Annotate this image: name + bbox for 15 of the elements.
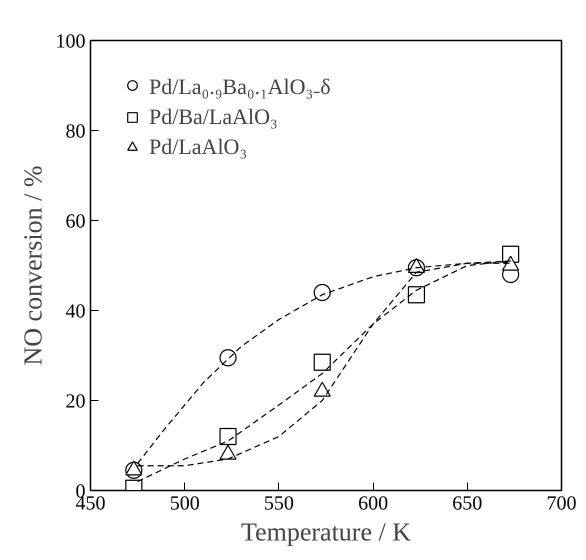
- x-tick-label: 600: [358, 492, 388, 514]
- x-tick-label: 500: [170, 492, 200, 514]
- x-tick-label: 550: [264, 492, 294, 514]
- y-tick-label: 20: [66, 390, 86, 412]
- legend-label: Pd/LaAlO₃: [149, 134, 248, 160]
- x-tick-label: 650: [452, 492, 482, 514]
- y-tick-label: 100: [56, 30, 86, 52]
- x-axis-title: Temperature / K: [241, 518, 412, 546]
- y-tick-label: 60: [66, 210, 86, 232]
- legend-label: Pd/La₀.₉Ba₀.₁AlO₃₋δ: [149, 73, 331, 100]
- y-tick-label: 40: [66, 300, 86, 322]
- y-axis-title: NO conversion / %: [18, 165, 48, 366]
- y-tick-label: 80: [66, 120, 86, 142]
- x-tick-label: 700: [546, 492, 576, 514]
- legend-label: Pd/Ba/LaAlO₃: [149, 104, 278, 130]
